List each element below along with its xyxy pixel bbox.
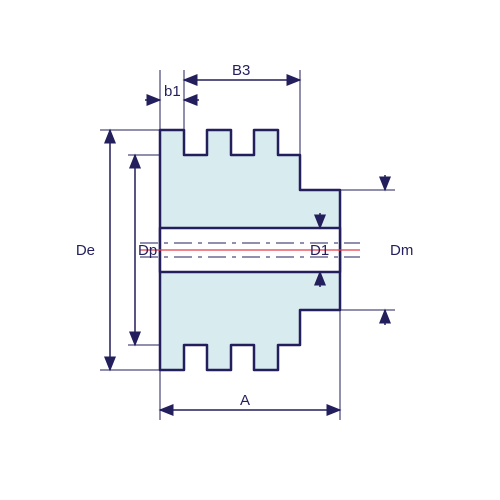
dimension-B3: B3 xyxy=(184,62,300,80)
label-B3: B3 xyxy=(232,62,250,79)
label-Dp: Dp xyxy=(138,242,157,259)
label-Dm: Dm xyxy=(390,242,413,259)
dimension-Dm: Dm xyxy=(385,175,413,325)
label-D1: D1 xyxy=(310,242,329,259)
label-A: A xyxy=(240,392,250,409)
label-b1: b1 xyxy=(164,83,181,100)
sprocket-section-diagram: b1 B3 A De Dp D1 Dm xyxy=(0,0,500,500)
dimension-Dp: Dp xyxy=(135,155,157,345)
dimension-b1: b1 xyxy=(145,83,199,100)
dimension-De: De xyxy=(76,130,110,370)
dimension-A: A xyxy=(160,392,340,410)
label-De: De xyxy=(76,242,95,259)
